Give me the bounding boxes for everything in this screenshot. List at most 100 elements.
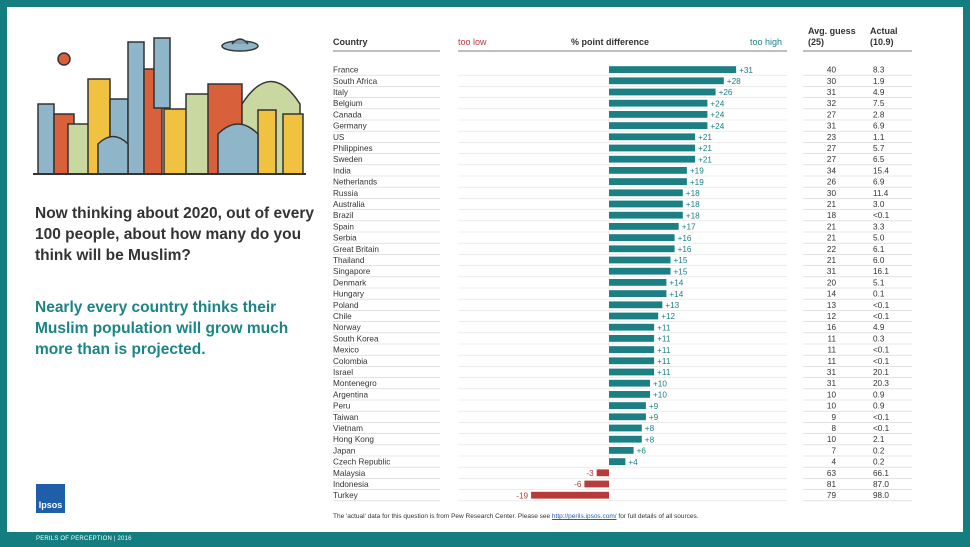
country-label: Hong Kong — [333, 435, 374, 444]
bar-value-label: +11 — [657, 357, 671, 366]
bar-value-label: +11 — [657, 335, 671, 344]
actual-value: 6.0 — [873, 256, 885, 265]
avg-guess-value: 18 — [827, 211, 837, 220]
bar — [609, 77, 724, 85]
country-label: Colombia — [333, 357, 368, 366]
bar — [609, 357, 655, 365]
actual-value: 5.0 — [873, 234, 885, 243]
bar — [609, 211, 683, 219]
actual-value: 87.0 — [873, 480, 889, 489]
bar — [609, 435, 642, 443]
bar-value-label: +16 — [678, 245, 692, 254]
actual-value: 2.1 — [873, 435, 885, 444]
actual-value: 5.7 — [873, 144, 885, 153]
bar — [609, 223, 679, 230]
avg-guess-value: 31 — [827, 88, 837, 97]
bar-value-label: +17 — [682, 223, 696, 232]
bar-value-label: +11 — [657, 346, 671, 355]
bar-value-label: +24 — [710, 99, 724, 108]
bar-value-label: +21 — [698, 133, 712, 142]
avg-guess-value: 31 — [827, 122, 837, 131]
avg-guess-value: 27 — [827, 110, 837, 119]
source-note-text: The 'actual' data for this question is f… — [333, 513, 551, 520]
avg-guess-value: 26 — [827, 178, 837, 187]
bar — [609, 267, 671, 275]
bar — [609, 458, 626, 465]
bar-value-label: +18 — [686, 211, 700, 220]
bar-value-label: +11 — [657, 368, 671, 377]
ipsos-logo: Ipsos — [36, 484, 65, 513]
bar — [609, 335, 655, 342]
bar — [609, 279, 667, 286]
bar-value-label: +19 — [690, 178, 704, 187]
bar-value-label: +31 — [739, 66, 753, 75]
actual-value: 5.1 — [873, 278, 885, 287]
bar — [609, 111, 708, 118]
avg-guess-value: 40 — [827, 66, 837, 75]
bar — [609, 301, 663, 309]
avg-guess-value: 7 — [831, 446, 836, 455]
country-label: South Africa — [333, 77, 378, 86]
actual-value: 98.0 — [873, 491, 889, 500]
actual-value: <0.1 — [873, 424, 890, 433]
actual-value: 0.1 — [873, 290, 885, 299]
bar — [609, 155, 696, 163]
bar — [609, 234, 675, 241]
bar-value-label: +18 — [686, 200, 700, 209]
actual-value: 0.3 — [873, 334, 885, 343]
bar-value-label: +13 — [665, 301, 679, 310]
bar-value-label: +21 — [698, 155, 712, 164]
avg-guess-value: 27 — [827, 155, 837, 164]
avg-guess-value: 9 — [831, 413, 836, 422]
avg-guess-value: 21 — [827, 222, 837, 231]
country-label: Norway — [333, 323, 362, 332]
bar-value-label: +18 — [686, 189, 700, 198]
actual-value: 1.9 — [873, 77, 885, 86]
bar-value-label: +24 — [710, 111, 724, 120]
actual-value: <0.1 — [873, 357, 890, 366]
actual-value: 0.9 — [873, 402, 885, 411]
bar-value-label: +26 — [719, 88, 733, 97]
avg-guess-value: 30 — [827, 189, 837, 198]
bar — [609, 99, 708, 107]
country-label: Netherlands — [333, 178, 377, 187]
avg-guess-value: 21 — [827, 256, 837, 265]
bar — [609, 122, 708, 129]
avg-guess-value: 22 — [827, 245, 837, 254]
actual-value: 8.3 — [873, 66, 885, 75]
bar-value-label: +11 — [657, 323, 671, 332]
country-label: Hungary — [333, 290, 365, 299]
avg-guess-value: 31 — [827, 267, 837, 276]
actual-value: 6.9 — [873, 178, 885, 187]
actual-value: 3.0 — [873, 200, 885, 209]
bar-value-label: +8 — [645, 424, 655, 433]
avg-guess-value: 12 — [827, 312, 837, 321]
bar — [609, 402, 646, 409]
bar — [609, 447, 634, 454]
country-label: Malaysia — [333, 469, 366, 478]
country-label: Italy — [333, 88, 349, 97]
bar-value-label: -3 — [586, 469, 594, 478]
country-label: Belgium — [333, 99, 363, 108]
country-label: Serbia — [333, 234, 357, 243]
avg-guess-value: 10 — [827, 402, 837, 411]
bar-value-label: +10 — [653, 391, 667, 400]
country-label: Philippines — [333, 144, 373, 153]
bar-value-label: +15 — [674, 267, 688, 276]
country-label: Montenegro — [333, 379, 377, 388]
actual-value: <0.1 — [873, 301, 890, 310]
country-label: Indonesia — [333, 480, 369, 489]
bar — [609, 245, 675, 253]
country-label: Great Britain — [333, 245, 379, 254]
bar — [609, 178, 687, 185]
key-finding: Nearly every country thinks their Muslim… — [35, 299, 289, 358]
bar-value-label: +14 — [669, 279, 683, 288]
header-actual-sub: (10.9) — [870, 37, 894, 47]
source-link[interactable]: http://perils.ipsos.com/ — [551, 513, 617, 520]
bar — [609, 368, 655, 376]
bar — [609, 424, 642, 432]
avg-guess-value: 20 — [827, 278, 837, 287]
bar — [609, 379, 650, 387]
bar-value-label: +4 — [628, 458, 638, 467]
bar-value-label: -19 — [516, 491, 528, 500]
